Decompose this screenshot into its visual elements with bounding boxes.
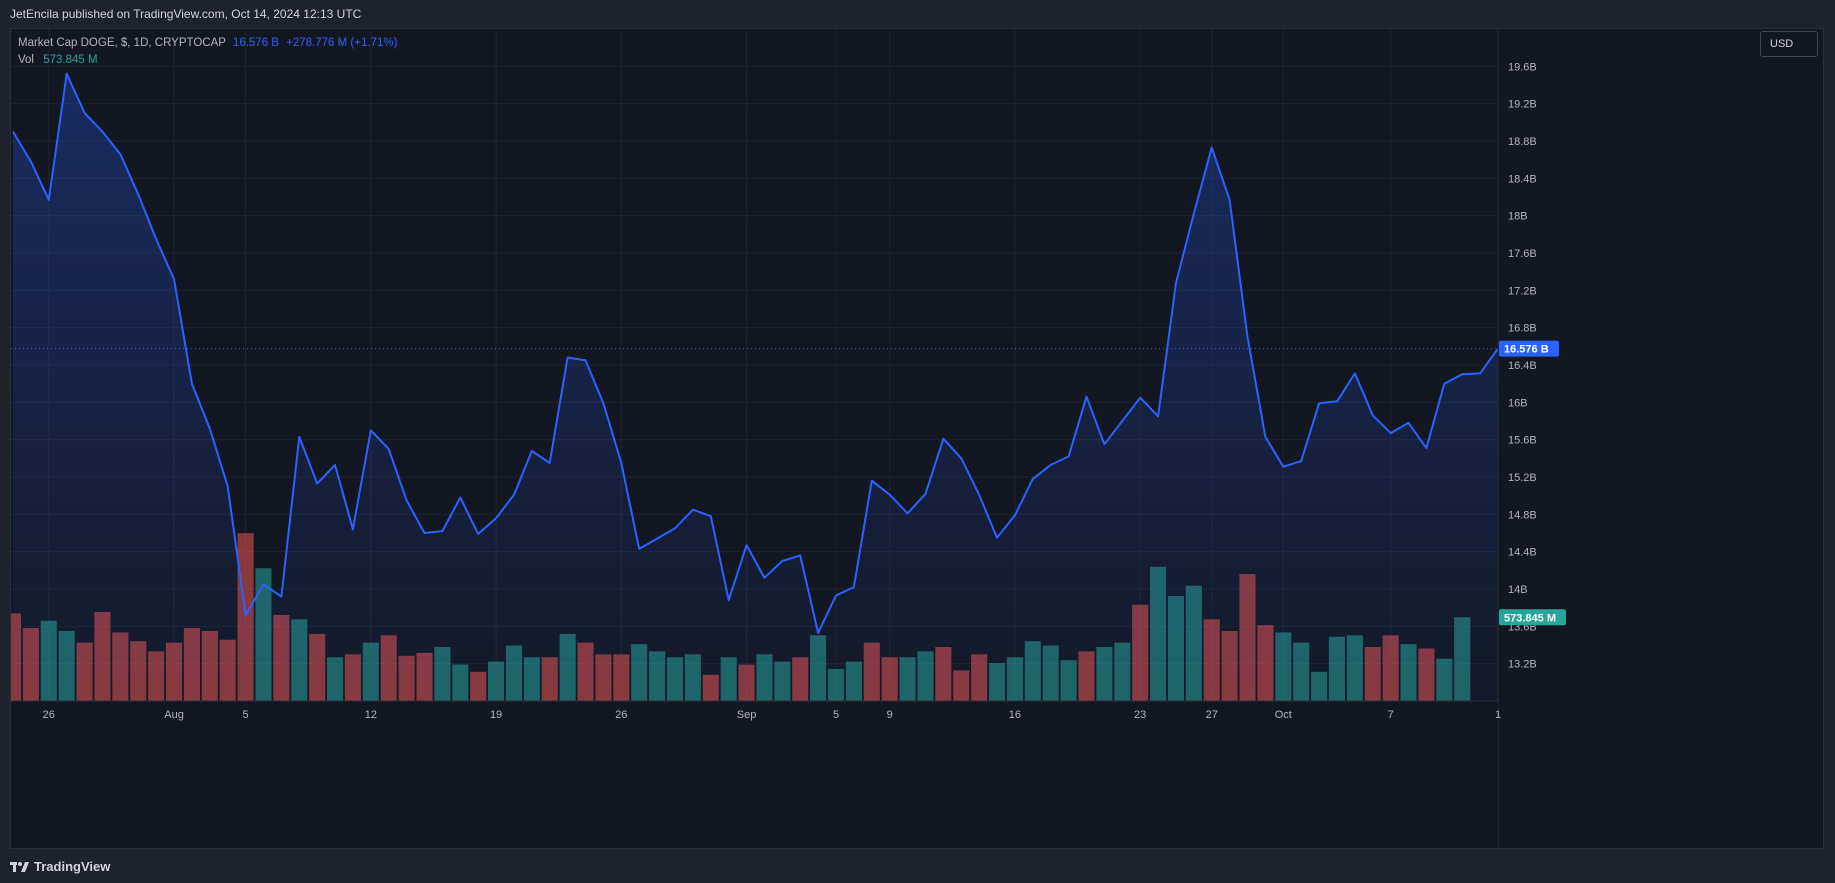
brand-name: TradingView [34,859,111,874]
legend-main-row: Market Cap DOGE, $, 1D, CRYPTOCAP 16.576… [18,35,397,52]
price-tick-label: 14B [1508,584,1528,596]
volume-label[interactable]: Vol [18,54,34,66]
price-tick-label: 19.2B [1508,99,1537,111]
top-bar: JetEncila published on TradingView.com, … [0,0,1835,28]
time-tick-label: 16 [1009,709,1021,721]
last-value: 16.576 B [232,37,279,49]
time-tick-label: 27 [1206,709,1218,721]
price-tick-label: 17.2B [1508,285,1537,297]
legend-volume-row: Vol 573.845 M [18,52,397,69]
volume-badge [1499,609,1566,626]
time-tick-label: 7 [1388,709,1394,721]
volume-value-label: 573.845 M [1504,612,1556,624]
time-tick-label: 23 [1134,709,1146,721]
time-tick-label: Sep [737,709,757,721]
price-tick-label: 16.4B [1508,360,1537,372]
price-area-fill [13,73,1498,702]
tradingview-brand[interactable]: TradingView [10,859,110,874]
change-value: +278.776 M (+1.71%) [286,37,398,49]
time-tick-label: 5 [833,709,839,721]
price-tick-label: 14.4B [1508,547,1537,559]
price-tick-label: 18.4B [1508,173,1537,185]
time-axis[interactable]: 26 Aug 5 12 19 26 Sep 5 9 16 23 27 Oct 7 1 [11,700,1501,848]
price-tick-label: 15.6B [1508,435,1537,447]
chart-pane[interactable]: Market Cap DOGE, $, 1D, CRYPTOCAP 16.576… [10,28,1824,849]
price-axis-bg [1498,29,1823,848]
time-tick-label: 19 [490,709,502,721]
volume-value: 573.845 M [43,54,98,66]
price-tick-label: 15.2B [1508,472,1537,484]
time-tick-label: 1 [1495,709,1501,721]
price-tick-label: 18B [1508,211,1528,223]
footer-bar: TradingView [0,849,1835,883]
time-tick-label: 26 [615,709,627,721]
symbol-title[interactable]: Market Cap DOGE, $, 1D, CRYPTOCAP [18,37,226,49]
time-tick-label: 9 [887,709,893,721]
time-tick-label: Oct [1275,709,1292,721]
axis-labels: 16.576 B 573.845 M [1499,340,1566,626]
time-tick-label: 12 [365,709,377,721]
price-tick-label: 16.8B [1508,323,1537,335]
price-tick-label: 19.6B [1508,61,1537,73]
price-tick-label: 18.8B [1508,136,1537,148]
price-axis[interactable]: 13.2B13.6B14B14.4B14.8B15.2B15.6B16B16.4… [1497,29,1823,848]
chart-legend: Market Cap DOGE, $, 1D, CRYPTOCAP 16.576… [18,35,397,69]
chart-canvas[interactable]: 13.2B13.6B14B14.4B14.8B15.2B15.6B16B16.4… [11,29,1823,848]
price-tick-label: 16B [1508,397,1528,409]
last-price-label: 16.576 B [1504,344,1549,356]
price-tick-label: 13.2B [1508,659,1537,671]
price-tick-label: 14.8B [1508,509,1537,521]
time-tick-label: 26 [43,709,55,721]
price-line [12,72,1499,634]
last-price-badge [1499,340,1559,357]
price-line-layer [11,72,1499,634]
time-tick-label: 5 [243,709,249,721]
price-tick-label: 17.6B [1508,248,1537,260]
time-axis-bg [11,701,1498,848]
currency-button[interactable]: USD [1760,31,1818,57]
publish-info: JetEncila published on TradingView.com, … [10,7,362,21]
time-tick-label: Aug [164,709,184,721]
price-area [13,73,1498,702]
tradingview-logo-icon [10,861,29,872]
